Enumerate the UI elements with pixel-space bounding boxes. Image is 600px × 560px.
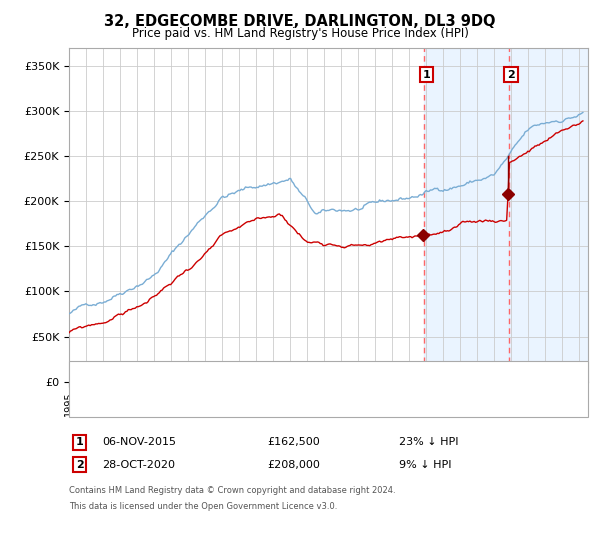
Text: 9% ↓ HPI: 9% ↓ HPI [399, 460, 452, 470]
Text: 2: 2 [76, 460, 83, 470]
Text: £162,500: £162,500 [267, 437, 320, 447]
Text: 1: 1 [422, 69, 430, 80]
Text: 32, EDGECOMBE DRIVE, DARLINGTON, DL3 9DQ (detached house): 32, EDGECOMBE DRIVE, DARLINGTON, DL3 9DQ… [108, 372, 454, 382]
Text: 28-OCT-2020: 28-OCT-2020 [102, 460, 175, 470]
Text: 23% ↓ HPI: 23% ↓ HPI [399, 437, 458, 447]
Text: £208,000: £208,000 [267, 460, 320, 470]
Text: 32, EDGECOMBE DRIVE, DARLINGTON, DL3 9DQ: 32, EDGECOMBE DRIVE, DARLINGTON, DL3 9DQ [104, 14, 496, 29]
Text: This data is licensed under the Open Government Licence v3.0.: This data is licensed under the Open Gov… [69, 502, 337, 511]
Text: 06-NOV-2015: 06-NOV-2015 [102, 437, 176, 447]
Text: Contains HM Land Registry data © Crown copyright and database right 2024.: Contains HM Land Registry data © Crown c… [69, 486, 395, 495]
Text: HPI: Average price, detached house, Darlington: HPI: Average price, detached house, Darl… [108, 395, 356, 405]
Text: Price paid vs. HM Land Registry's House Price Index (HPI): Price paid vs. HM Land Registry's House … [131, 27, 469, 40]
Bar [509, 48, 588, 382]
Text: 2: 2 [507, 69, 515, 80]
Text: 1: 1 [76, 437, 83, 447]
Bar [424, 48, 509, 382]
